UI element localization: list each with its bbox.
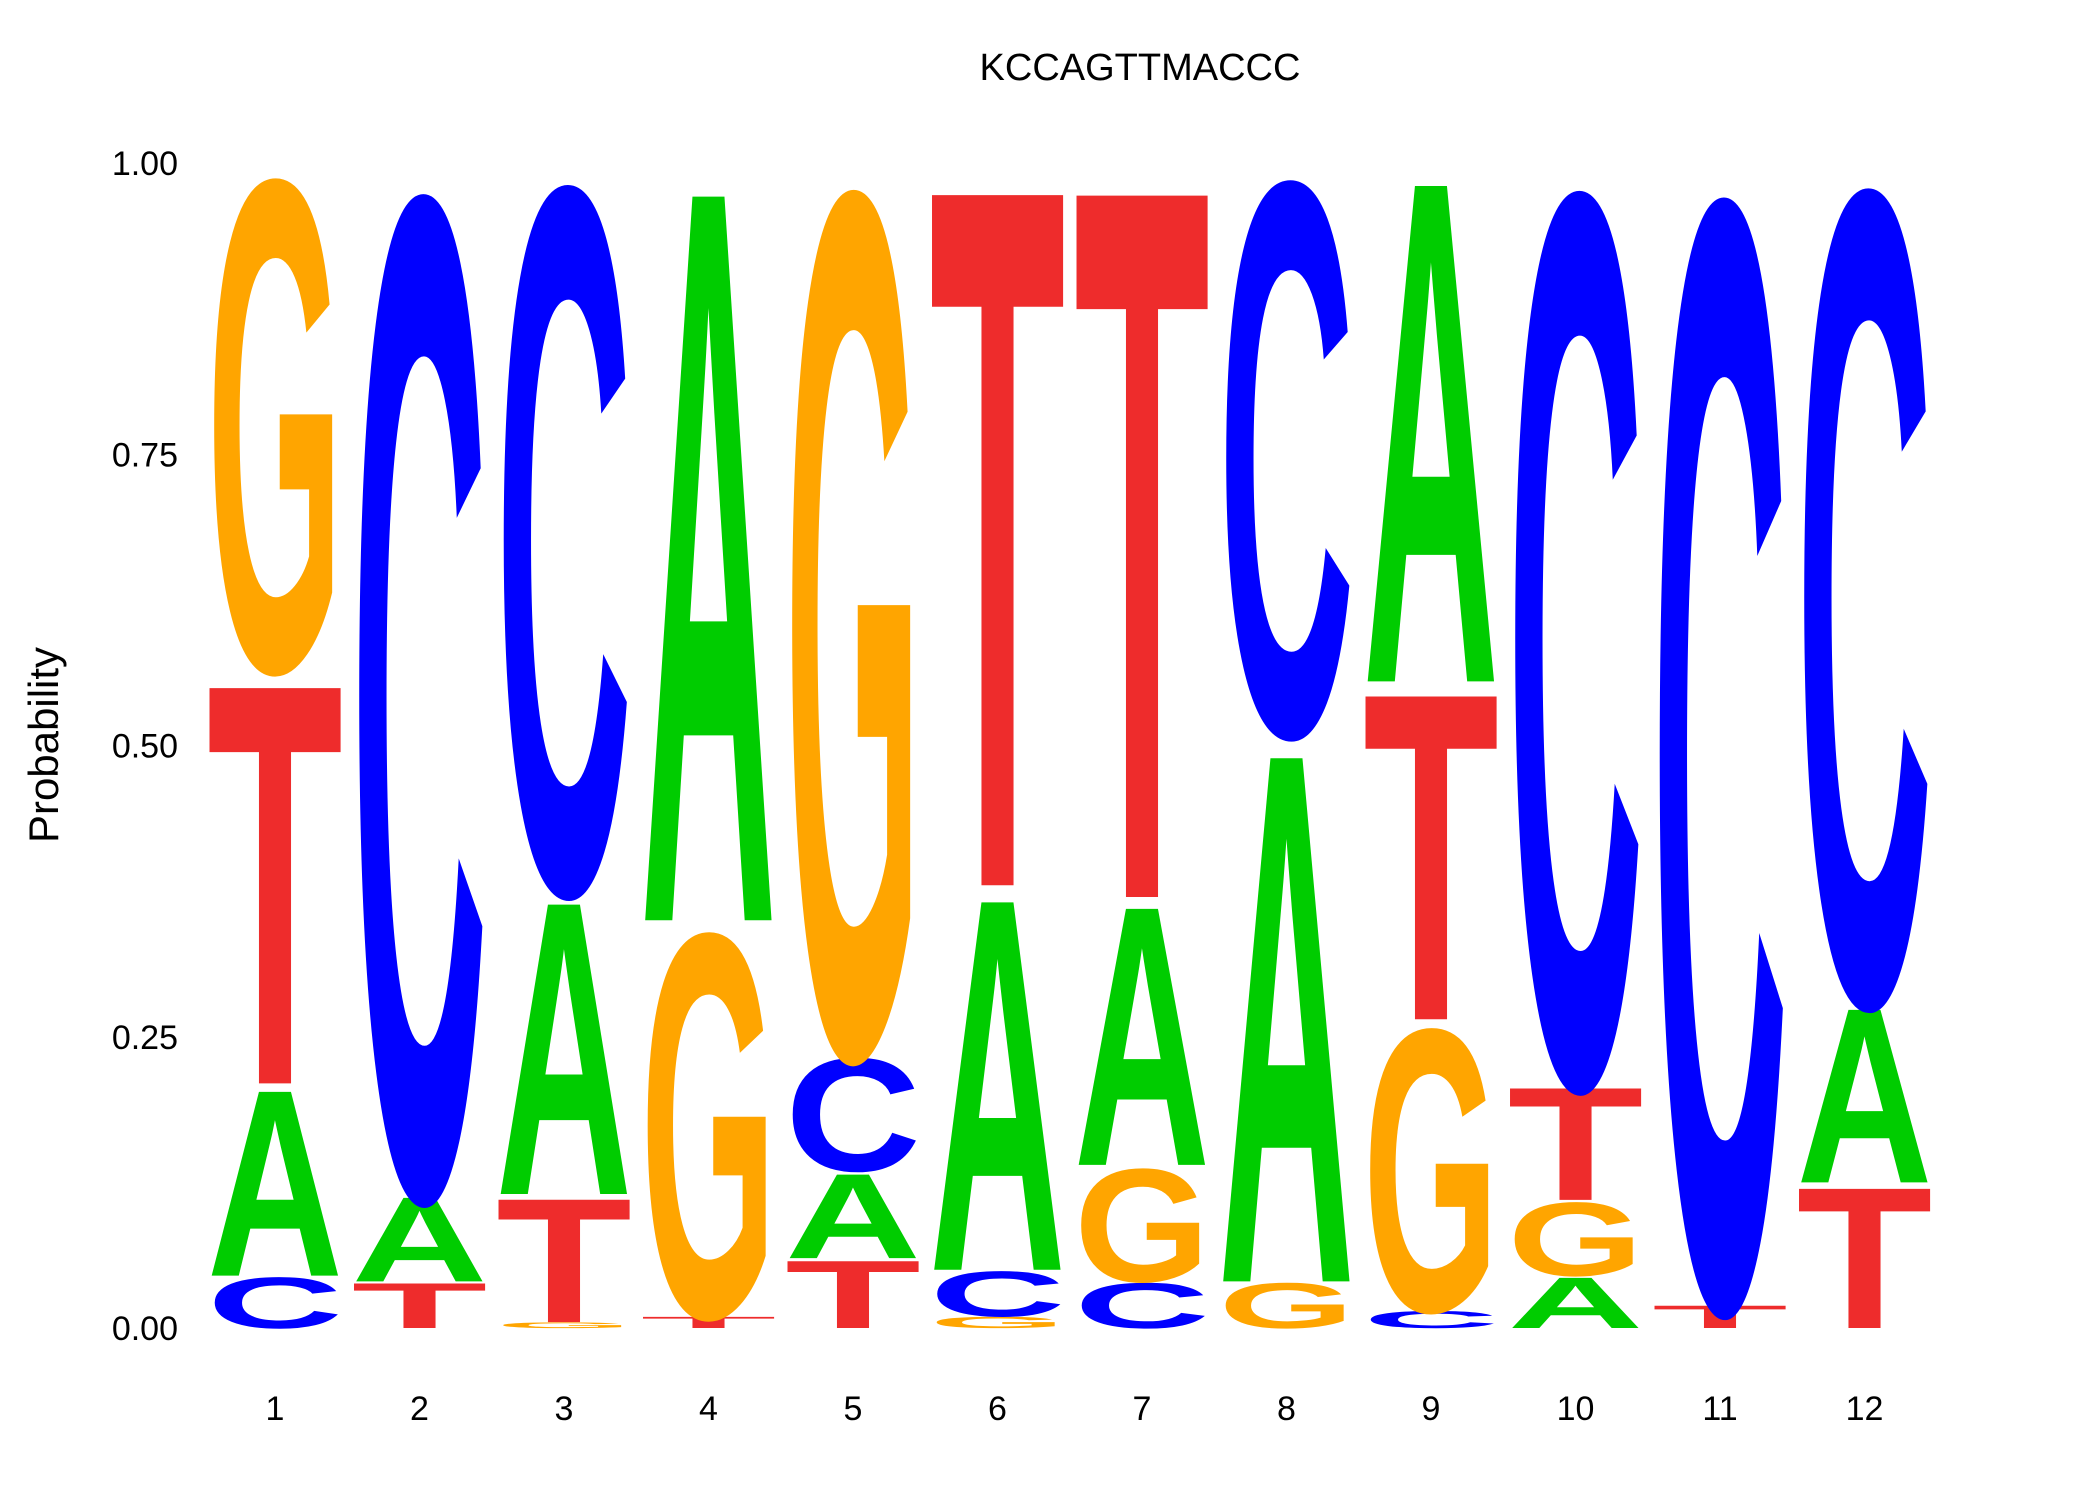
- logo-letter-C-pos-2: C: [352, 0, 488, 1498]
- x-tick-label: 4: [699, 1390, 718, 1428]
- y-tick-label: 0.00: [112, 1310, 178, 1348]
- x-axis-ticks: 1 2 3 4 5 6 7 8 9 10 11 12: [266, 1390, 1884, 1428]
- logo-letter-C-pos-8: C: [1219, 17, 1355, 903]
- logo-letter-G-pos-5: G: [785, 0, 921, 1317]
- x-tick-label: 1: [266, 1390, 285, 1428]
- logo-letter-C-pos-7: C: [1074, 1270, 1210, 1342]
- logo-letter-A-pos-8: A: [1219, 594, 1355, 1444]
- y-axis-label: Probability: [20, 647, 67, 843]
- y-tick-label: 1.00: [112, 145, 178, 183]
- x-tick-label: 12: [1846, 1390, 1884, 1428]
- logo-letter-G-pos-10: G: [1508, 1180, 1644, 1298]
- logo-letter-T-pos-4: T: [641, 1313, 777, 1331]
- logo-letter-T-pos-10: T: [1508, 1054, 1644, 1234]
- x-tick-label: 2: [410, 1390, 429, 1428]
- logo-letter-A-pos-9: A: [1363, 30, 1499, 834]
- logo-letter-G-pos-7: G: [1074, 1135, 1210, 1316]
- logo-letter-A-pos-3: A: [496, 815, 632, 1285]
- y-tick-label: 0.75: [112, 436, 178, 474]
- logo-letter-T-pos-1: T: [207, 565, 343, 1206]
- x-tick-label: 6: [988, 1390, 1007, 1428]
- logo-letter-A-pos-5: A: [785, 1149, 921, 1285]
- logo-letter-C-pos-3: C: [496, 0, 632, 1107]
- logo-letter-T-pos-12: T: [1797, 1145, 1933, 1371]
- logo-letter-T-pos-5: T: [785, 1241, 921, 1349]
- logo-letter-T-pos-3: T: [496, 1161, 632, 1360]
- logo-letter-A-pos-7: A: [1074, 829, 1210, 1244]
- logo-letter-T-pos-2: T: [352, 1270, 488, 1342]
- logo-letter-A-pos-2: A: [351, 1172, 487, 1308]
- logo-letter-T-pos-11: T: [1652, 1299, 1788, 1335]
- logo-letter-C-pos-10: C: [1508, 0, 1644, 1355]
- logo-letter-T-pos-6: T: [930, 0, 1066, 1098]
- y-axis-ticks: 0.00 0.25 0.50 0.75 1.00: [112, 145, 178, 1348]
- logo-letter-C-pos-9: C: [1363, 1306, 1499, 1333]
- logo-letter-A-pos-4: A: [641, 0, 777, 1144]
- x-tick-label: 9: [1422, 1390, 1441, 1428]
- logo-letter-A-pos-12: A: [1797, 955, 1933, 1235]
- logo-letter-C-pos-11: C: [1652, 0, 1788, 1500]
- logo-letter-C-pos-12: C: [1797, 0, 1933, 1249]
- logo-letter-C-pos-6: C: [930, 1258, 1066, 1330]
- x-tick-label: 10: [1557, 1390, 1595, 1428]
- y-tick-label: 0.50: [112, 728, 178, 766]
- logo-letter-G-pos-4: G: [641, 819, 777, 1434]
- logo-letter-A-pos-10: A: [1508, 1263, 1644, 1344]
- x-tick-label: 8: [1277, 1390, 1296, 1428]
- logo-letter-T-pos-9: T: [1363, 595, 1499, 1119]
- logo-letter-G-pos-3: G: [496, 1321, 632, 1330]
- chart-title: KCCAGTTMACCC: [980, 47, 1301, 89]
- y-tick-label: 0.25: [112, 1019, 178, 1057]
- logo-letter-T-pos-7: T: [1074, 0, 1210, 1114]
- logo-letter-G-pos-9: G: [1363, 946, 1499, 1398]
- logo-letter-A-pos-6: A: [930, 787, 1066, 1383]
- logo-letter-G-pos-6: G: [930, 1314, 1066, 1332]
- x-tick-label: 3: [555, 1390, 574, 1428]
- logo-letter-G-pos-8: G: [1219, 1270, 1355, 1342]
- logo-letter-G-pos-1: G: [207, 33, 343, 819]
- x-tick-label: 11: [1702, 1390, 1737, 1428]
- x-tick-label: 7: [1133, 1390, 1152, 1428]
- logo-letter-A-pos-1: A: [207, 1034, 343, 1332]
- logo-letter-C-pos-1: C: [207, 1263, 343, 1344]
- logo-letter-C-pos-5: C: [785, 1025, 921, 1206]
- x-tick-label: 5: [844, 1390, 863, 1428]
